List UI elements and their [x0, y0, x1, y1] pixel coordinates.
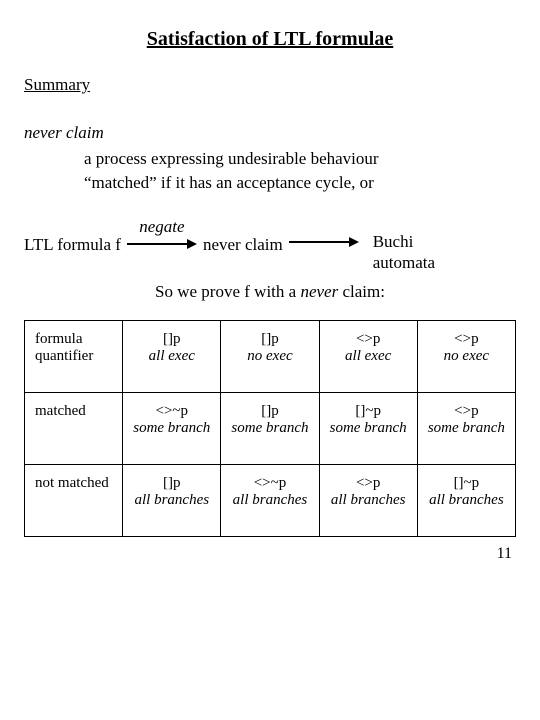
header-line-2: quantifier: [35, 348, 118, 365]
quantifier-table: formula quantifier []p all exec []p no e…: [24, 320, 516, 537]
table-row: not matched []p all branches <>~p all br…: [25, 464, 516, 536]
page-title: Satisfaction of LTL formulae: [24, 28, 516, 51]
cell-formula: []~p: [324, 403, 413, 420]
cell-formula: <>p: [324, 475, 413, 492]
summary-heading: Summary: [24, 75, 516, 95]
row-header-not-matched: not matched: [25, 464, 123, 536]
table-cell: []~p some branch: [319, 392, 417, 464]
so-prove-pre: So we prove f with a: [155, 282, 300, 301]
cell-formula: []p: [225, 331, 314, 348]
cell-quantifier: no exec: [225, 348, 314, 365]
never-claim-desc-1: a process expressing undesirable behavio…: [84, 149, 516, 169]
table-cell: <>p all exec: [319, 320, 417, 392]
cell-quantifier: some branch: [127, 420, 216, 437]
table-cell: []~p all branches: [417, 464, 515, 536]
table-cell: <>p all branches: [319, 464, 417, 536]
cell-quantifier: all branches: [422, 492, 511, 509]
table-cell: []p no exec: [221, 320, 319, 392]
arrow-icon: [127, 237, 197, 251]
cell-quantifier: some branch: [422, 420, 511, 437]
translation-diagram: LTL formula f negate never claim Buchi a…: [24, 217, 516, 274]
table-cell: <>p some branch: [417, 392, 515, 464]
header-line-1: formula: [35, 331, 118, 348]
table-cell: []p some branch: [221, 392, 319, 464]
cell-quantifier: all branches: [324, 492, 413, 509]
never-claim-desc-2: “matched” if it has an acceptance cycle,…: [84, 173, 516, 193]
arrow-icon: [289, 235, 359, 249]
so-we-prove-line: So we prove f with a never claim:: [24, 282, 516, 302]
never-claim-node: never claim: [203, 235, 283, 255]
row-header-matched: matched: [25, 392, 123, 464]
table-row: formula quantifier []p all exec []p no e…: [25, 320, 516, 392]
cell-quantifier: all branches: [225, 492, 314, 509]
row-header-text: matched: [35, 403, 86, 419]
cell-quantifier: some branch: [324, 420, 413, 437]
cell-quantifier: some branch: [225, 420, 314, 437]
table-cell: <>p no exec: [417, 320, 515, 392]
header-formula-quantifier: formula quantifier: [25, 320, 123, 392]
ltl-formula-label: LTL formula f: [24, 235, 121, 255]
cell-formula: <>p: [422, 331, 511, 348]
cell-formula: []p: [127, 475, 216, 492]
cell-quantifier: no exec: [422, 348, 511, 365]
table-row: matched <>~p some branch []p some branch…: [25, 392, 516, 464]
cell-quantifier: all exec: [324, 348, 413, 365]
row-header-text-2: matched: [58, 475, 109, 491]
cell-quantifier: all exec: [127, 348, 216, 365]
row-header-text-1: not: [35, 475, 54, 491]
buchi-label-2: automata: [373, 252, 435, 273]
cell-formula: <>p: [422, 403, 511, 420]
buchi-label-1: Buchi: [373, 231, 435, 252]
cell-formula: []~p: [422, 475, 511, 492]
cell-formula: <>~p: [127, 403, 216, 420]
table-cell: <>~p all branches: [221, 464, 319, 536]
cell-formula: []p: [225, 403, 314, 420]
so-prove-post: claim:: [338, 282, 385, 301]
cell-formula: <>p: [324, 331, 413, 348]
table-cell: <>~p some branch: [123, 392, 221, 464]
table-cell: []p all branches: [123, 464, 221, 536]
cell-quantifier: all branches: [127, 492, 216, 509]
table-cell: []p all exec: [123, 320, 221, 392]
so-prove-never: never: [300, 282, 338, 301]
cell-formula: []p: [127, 331, 216, 348]
negate-label: negate: [139, 217, 184, 237]
cell-formula: <>~p: [225, 475, 314, 492]
never-claim-label: never claim: [24, 123, 516, 143]
page-number: 11: [0, 537, 540, 563]
